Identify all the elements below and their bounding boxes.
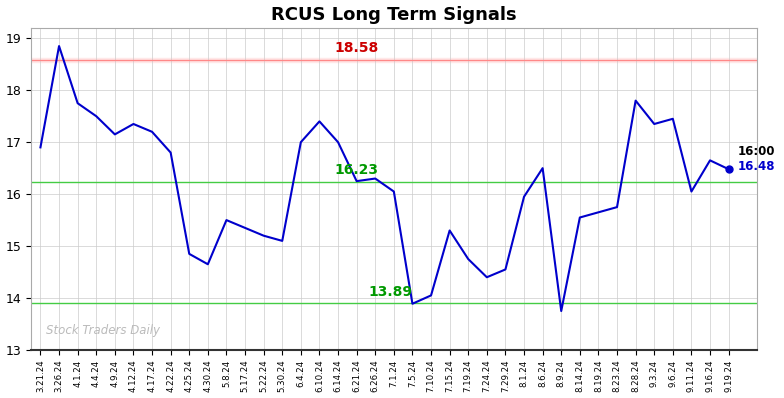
Text: 16.23: 16.23 — [335, 163, 379, 177]
Title: RCUS Long Term Signals: RCUS Long Term Signals — [271, 6, 517, 23]
Text: 18.58: 18.58 — [335, 41, 379, 55]
Text: 13.89: 13.89 — [368, 285, 412, 298]
Text: 16:00: 16:00 — [738, 144, 775, 158]
Text: 16.48: 16.48 — [738, 160, 775, 173]
Text: Stock Traders Daily: Stock Traders Daily — [46, 324, 160, 337]
Bar — [31, 58, 757, 62]
